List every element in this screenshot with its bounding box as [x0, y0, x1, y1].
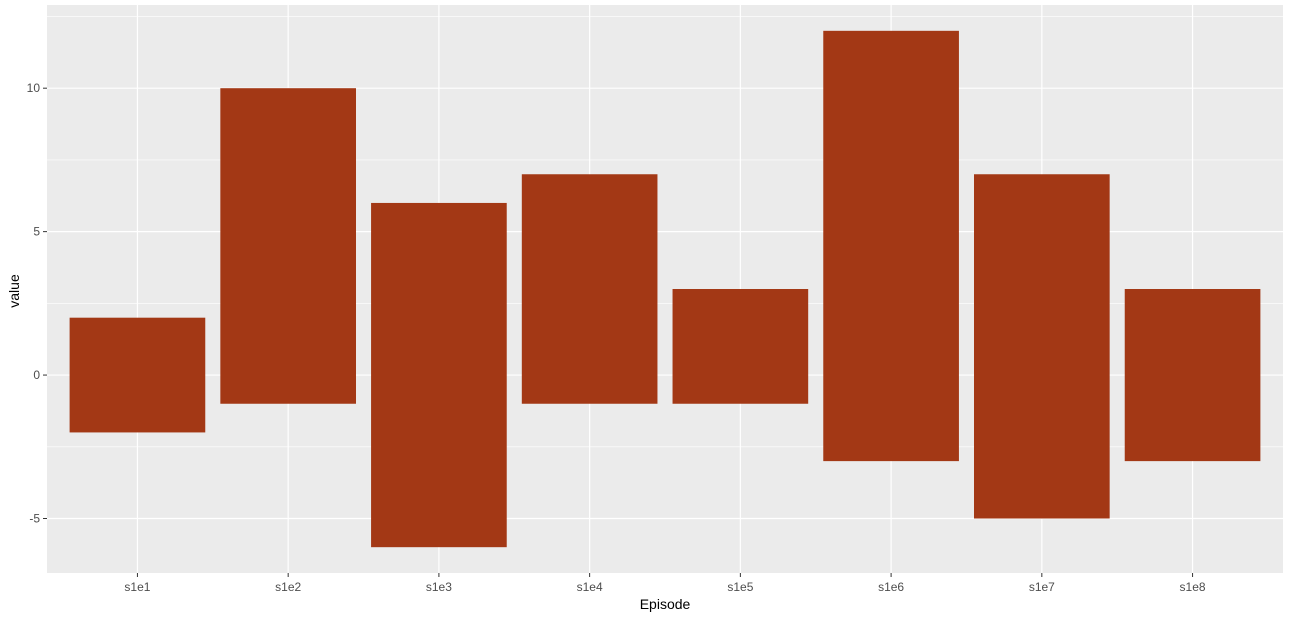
bar-s1e7	[974, 174, 1110, 519]
bar-s1e2	[220, 88, 356, 404]
y-tick-label-1: 0	[33, 368, 40, 382]
x-tick-label-s1e8: s1e8	[1180, 580, 1206, 594]
y-tick-label-3: 10	[27, 81, 41, 95]
x-tick-label-s1e3: s1e3	[426, 580, 452, 594]
y-axis: -5 0 5 10	[27, 81, 47, 525]
x-tick-label-s1e4: s1e4	[577, 580, 603, 594]
x-axis: s1e1 s1e2 s1e3 s1e4 s1e5 s1e6 s1e7 s1e8	[124, 573, 1206, 594]
bar-s1e4	[521, 174, 658, 404]
x-tick-label-s1e6: s1e6	[878, 580, 904, 594]
x-tick-label-s1e5: s1e5	[727, 580, 753, 594]
x-tick-label-s1e2: s1e2	[275, 580, 301, 594]
y-tick-label-2: 5	[33, 225, 40, 239]
bar-s1e5	[672, 289, 809, 404]
y-tick-label-0: -5	[29, 511, 40, 525]
bar-s1e1	[69, 317, 206, 433]
x-tick-label-s1e1: s1e1	[124, 580, 150, 594]
bar-s1e3	[371, 202, 507, 548]
bar-s1e6	[823, 30, 959, 462]
bar-s1e8	[1124, 289, 1261, 462]
y-axis-title: value	[6, 274, 22, 308]
x-tick-label-s1e7: s1e7	[1029, 580, 1055, 594]
bars	[69, 30, 1261, 548]
x-axis-title: Episode	[640, 596, 691, 612]
